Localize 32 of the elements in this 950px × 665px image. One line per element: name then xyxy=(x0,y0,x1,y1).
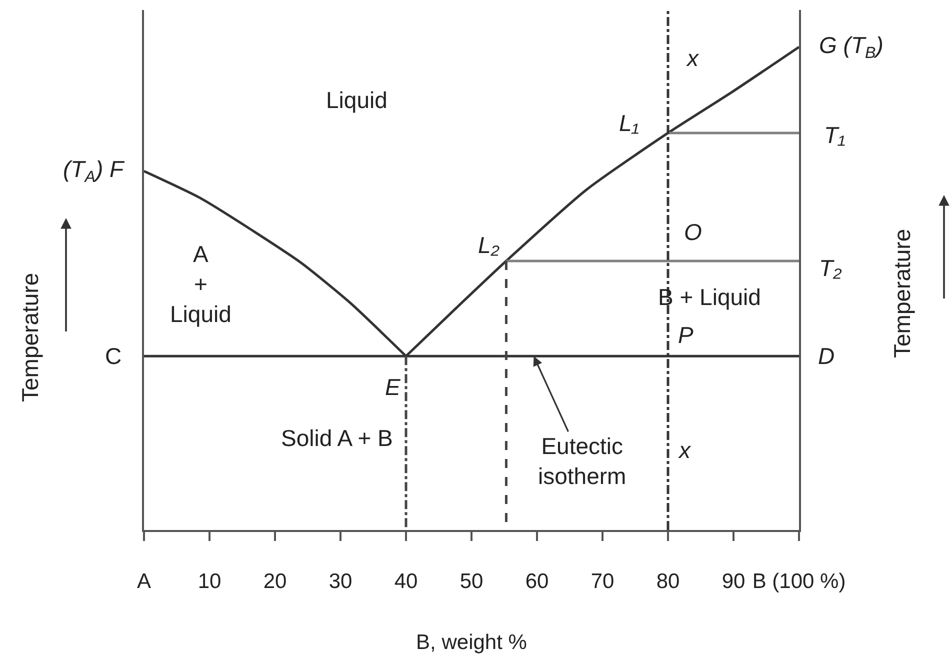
annotation: C xyxy=(105,343,122,369)
annotation: L₁ xyxy=(619,110,640,136)
annotation: O xyxy=(684,219,702,245)
x-tick-label: 50 xyxy=(460,570,484,594)
annotation: A + Liquid xyxy=(170,241,232,327)
x-tick-label: 90 xyxy=(722,570,746,594)
x-tick-label: 60 xyxy=(525,570,549,594)
annotation: B + Liquid xyxy=(658,284,761,310)
annotation: x xyxy=(686,45,700,71)
x-tick-label: A xyxy=(136,570,152,594)
annotation: T₁ xyxy=(824,122,846,148)
x-tick-label: 80 xyxy=(656,570,680,594)
x-tick-label: 20 xyxy=(263,570,287,594)
annotation: (T$_{A}$) F xyxy=(63,156,126,186)
annotation: T₂ xyxy=(819,255,842,281)
annotation: D xyxy=(818,343,835,369)
annotation: P xyxy=(678,322,694,348)
annotation: Liquid xyxy=(326,87,388,113)
x-tick-label: B (100 %) xyxy=(752,570,846,594)
y2-axis-title: Temperature xyxy=(889,228,915,358)
x-tick-label: 40 xyxy=(394,570,418,594)
annotation: E xyxy=(385,374,401,400)
x-tick-label: 30 xyxy=(328,570,352,594)
x-axis-title: B, weight % xyxy=(416,630,527,654)
annotation: L₂ xyxy=(478,232,500,258)
y-axis-title: Temperature xyxy=(17,272,43,402)
annotation: G (T$_{B}$) xyxy=(819,32,884,62)
x-tick-label: 70 xyxy=(590,570,614,594)
annotation: Solid A + B xyxy=(281,425,393,451)
annotation: x xyxy=(678,437,692,463)
annotation: Eutectic isotherm xyxy=(538,433,626,489)
x-tick-label: 10 xyxy=(198,570,222,594)
